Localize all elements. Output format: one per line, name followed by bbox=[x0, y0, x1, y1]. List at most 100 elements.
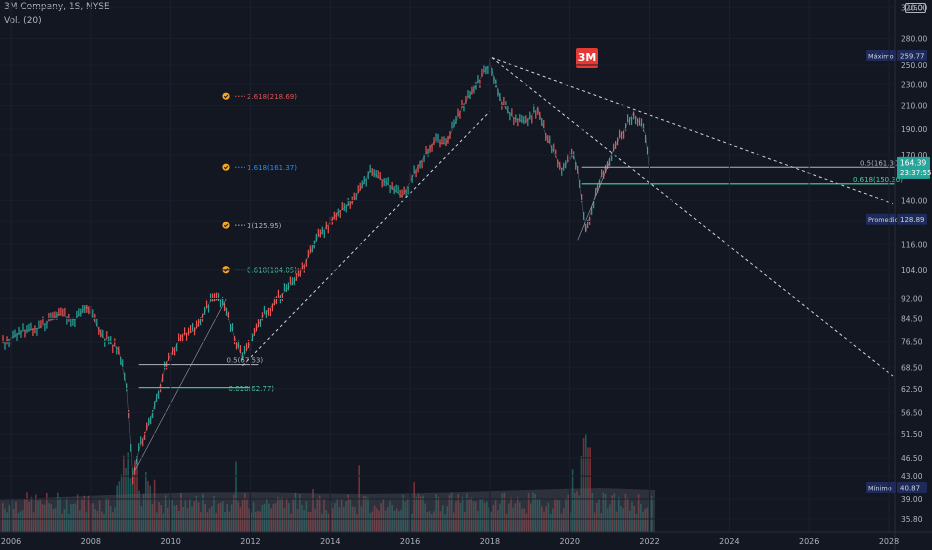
volume-bar bbox=[296, 508, 299, 532]
volume-bar bbox=[400, 509, 402, 532]
volume-bar bbox=[411, 513, 413, 532]
price-label-name: Mínimo bbox=[868, 485, 892, 493]
volume-bar bbox=[466, 493, 468, 532]
volume-bar bbox=[571, 469, 574, 532]
volume-bar bbox=[193, 501, 195, 532]
price-label-value: 259.77 bbox=[900, 53, 925, 61]
volume-bar bbox=[208, 508, 211, 532]
volume-bar bbox=[596, 502, 598, 532]
volume-bar bbox=[28, 501, 30, 532]
price-tick-label: 280.00 bbox=[901, 34, 927, 43]
volume-bar bbox=[325, 509, 327, 532]
last-price-value: 164.39 bbox=[900, 158, 926, 167]
volume-bar bbox=[241, 500, 244, 532]
volume-bar bbox=[98, 500, 101, 532]
volume-bar bbox=[338, 507, 341, 532]
volume-bar bbox=[169, 497, 171, 532]
volume-bar bbox=[646, 507, 649, 532]
price-tick-label: 140.00 bbox=[901, 196, 927, 205]
time-tick-label: 2022 bbox=[639, 537, 659, 546]
volume-bar bbox=[65, 497, 68, 532]
volume-bar bbox=[72, 503, 74, 532]
volume-bar bbox=[624, 493, 627, 532]
fib-retracement-label: 0.5(161.30) bbox=[860, 159, 901, 167]
volume-bar bbox=[266, 499, 268, 532]
volume-bar bbox=[444, 513, 446, 532]
volume-bar bbox=[475, 501, 477, 532]
volume-bar bbox=[59, 497, 61, 532]
volume-bar bbox=[21, 509, 24, 532]
volume-bar bbox=[274, 503, 277, 532]
volume-bar bbox=[54, 508, 57, 532]
price-tick-label: 56.50 bbox=[901, 408, 923, 417]
volume-bar bbox=[501, 493, 503, 532]
price-series bbox=[2, 58, 650, 485]
volume-bar bbox=[120, 474, 123, 532]
volume-bar bbox=[228, 511, 231, 532]
currency-label[interactable]: USD bbox=[905, 3, 926, 13]
volume-bar bbox=[197, 502, 200, 532]
volume-bar bbox=[112, 512, 114, 532]
volume-bar bbox=[252, 502, 255, 532]
volume-bar bbox=[310, 512, 312, 532]
price-tick-label: 92.00 bbox=[901, 294, 923, 303]
last-price-tag bbox=[897, 156, 930, 179]
volume-bar bbox=[217, 503, 220, 532]
volume-bar bbox=[48, 503, 50, 532]
volume-bar bbox=[574, 493, 576, 532]
volume-bar bbox=[521, 508, 523, 532]
fib-anchor-line-right bbox=[577, 161, 610, 241]
volume-bar bbox=[439, 511, 442, 532]
volume-bar bbox=[461, 497, 464, 532]
volume-bar bbox=[123, 455, 125, 532]
price-label-name: Promedio bbox=[868, 216, 899, 224]
time-tick-label: 2008 bbox=[81, 537, 101, 546]
volume-bar bbox=[384, 510, 387, 532]
volume-bar bbox=[437, 497, 440, 532]
volume-bar bbox=[81, 499, 83, 532]
volume-bar bbox=[61, 513, 63, 532]
volume-bar bbox=[367, 497, 369, 532]
volume-bar bbox=[145, 471, 147, 532]
fib-anchor-line-left bbox=[134, 298, 227, 471]
price-tick-label: 35.80 bbox=[901, 515, 923, 524]
volume-indicator-label[interactable]: Vol. (20) bbox=[4, 16, 42, 26]
time-tick-label: 2028 bbox=[879, 537, 899, 546]
volume-bar bbox=[219, 502, 222, 532]
volume-bar bbox=[389, 500, 391, 532]
volume-bar bbox=[527, 492, 530, 532]
volume-bar bbox=[248, 508, 250, 532]
volume-bar bbox=[459, 502, 462, 532]
volume-bar bbox=[362, 496, 365, 532]
volume-bar bbox=[292, 498, 294, 532]
volume-bar bbox=[395, 508, 398, 532]
volume-bar bbox=[272, 503, 275, 532]
volume-bar bbox=[202, 493, 204, 532]
fib-level-label: 1.618(161.37) bbox=[247, 164, 297, 172]
volume-bar bbox=[365, 496, 367, 532]
volume-bar bbox=[607, 508, 609, 532]
price-tick-label: 190.00 bbox=[901, 125, 927, 134]
price-tick-label: 116.00 bbox=[901, 240, 927, 249]
volume-bar bbox=[567, 494, 569, 532]
volume-bar bbox=[171, 500, 173, 532]
volume-bar bbox=[158, 501, 160, 532]
price-tick-label: 230.00 bbox=[901, 80, 927, 89]
volume-bar bbox=[259, 511, 261, 532]
volume-bar bbox=[294, 492, 297, 532]
volume-bar bbox=[336, 498, 338, 532]
volume-bar bbox=[246, 499, 248, 532]
time-tick-label: 2012 bbox=[240, 537, 260, 546]
price-tick-label: 320.00 bbox=[901, 3, 927, 12]
fib-level-label: 0.618(104.05) bbox=[247, 267, 297, 275]
volume-bar bbox=[237, 501, 239, 532]
volume-bar bbox=[470, 497, 473, 532]
volume-bar bbox=[239, 507, 242, 532]
price-tick-label: 170.00 bbox=[901, 151, 927, 160]
price-label-value-tag bbox=[897, 50, 927, 61]
volume-bar bbox=[490, 511, 492, 532]
volume-bar bbox=[404, 501, 407, 532]
price-tick-label: 84.50 bbox=[901, 314, 923, 323]
